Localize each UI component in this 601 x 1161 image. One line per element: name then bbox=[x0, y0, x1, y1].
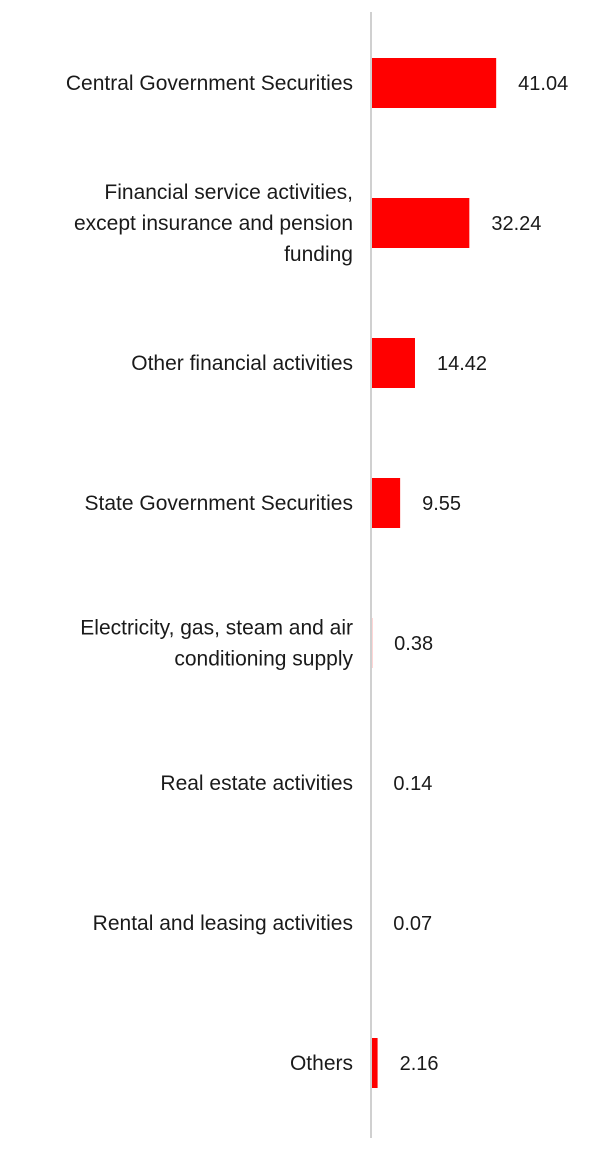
category-label-line: Electricity, gas, steam and air bbox=[80, 617, 353, 640]
category-label-6: Rental and leasing activities bbox=[93, 912, 353, 935]
category-label-1: Financial service activities, except insu… bbox=[74, 181, 353, 266]
category-label-3: State Government Securities bbox=[85, 492, 353, 515]
value-label-4: 0.38 bbox=[394, 633, 433, 655]
value-label-0: 41.04 bbox=[518, 73, 568, 95]
category-label-line: Central Government Securities bbox=[66, 72, 353, 95]
value-label-5: 0.14 bbox=[393, 773, 432, 795]
bar-2 bbox=[371, 338, 415, 388]
value-label-2: 14.42 bbox=[437, 353, 487, 375]
category-label-line: funding bbox=[284, 243, 353, 266]
category-label-line: Financial service activities, bbox=[104, 181, 353, 204]
category-label-line: Others bbox=[290, 1052, 353, 1075]
value-label-7: 2.16 bbox=[400, 1053, 439, 1075]
category-label-2: Other financial activities bbox=[131, 352, 353, 375]
bar-0 bbox=[371, 58, 497, 108]
category-label-line: Other financial activities bbox=[131, 352, 353, 375]
category-label-0: Central Government Securities bbox=[66, 72, 353, 95]
category-label-line: except insurance and pension bbox=[74, 212, 353, 235]
bar-7 bbox=[371, 1038, 378, 1088]
bar-3 bbox=[371, 478, 401, 528]
value-labels: 41.04 32.24 14.42 9.55 0.38 0.14 0.07 2.16 bbox=[393, 73, 568, 1075]
category-label-5: Real estate activities bbox=[160, 772, 353, 795]
value-label-1: 32.24 bbox=[491, 213, 541, 235]
bars-layer bbox=[371, 58, 497, 1088]
bar-1 bbox=[371, 198, 470, 248]
category-label-7: Others bbox=[290, 1052, 353, 1075]
value-label-3: 9.55 bbox=[422, 493, 461, 515]
category-label-line: Real estate activities bbox=[160, 772, 353, 795]
category-label-4: Electricity, gas, steam and air condition… bbox=[80, 617, 353, 671]
category-label-line: State Government Securities bbox=[85, 492, 353, 515]
category-label-line: Rental and leasing activities bbox=[93, 912, 353, 935]
category-label-line: conditioning supply bbox=[174, 648, 353, 671]
category-labels: Central Government Securities Financial s… bbox=[66, 72, 354, 1075]
value-label-6: 0.07 bbox=[393, 913, 432, 935]
